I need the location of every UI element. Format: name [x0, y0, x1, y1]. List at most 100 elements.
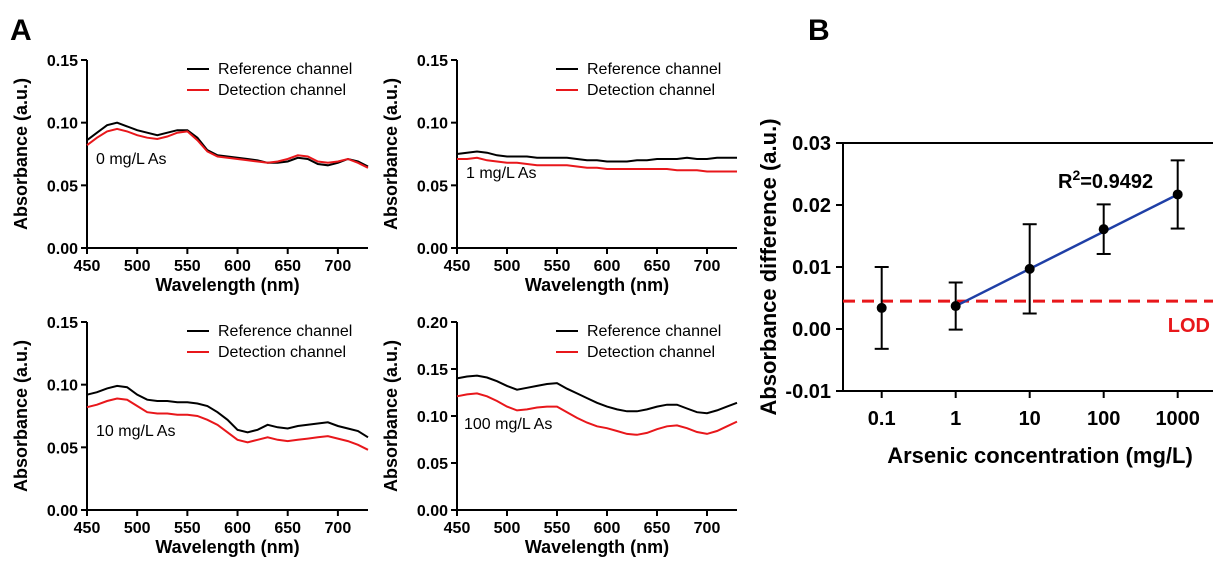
legend-label-reference: Reference channel: [587, 323, 721, 340]
y-tick-label: 0.05: [47, 440, 78, 457]
data-point: [1098, 224, 1109, 235]
y-tick-label: 0.10: [47, 378, 78, 395]
y-tick-label: 0.10: [417, 116, 448, 133]
y-tick-label: 0.15: [47, 53, 78, 70]
spectrum-chart-1: 0.00 0.05 0.10 0.15 450 500 550 600 650 700 Wavele…: [11, 53, 369, 295]
x-tick-label: 500: [124, 520, 151, 537]
x-tick-label: 650: [644, 520, 671, 537]
x-axis-title: Wavelength (nm): [525, 537, 669, 557]
y-tick-label: 0.20: [417, 315, 448, 332]
x-tick-label: 550: [174, 258, 201, 275]
y-tick-label: 0.15: [417, 362, 448, 379]
x-tick-label: 450: [74, 258, 101, 275]
series-line-reference: [86, 121, 369, 168]
x-tick-label: 450: [444, 258, 471, 275]
x-tick-label: 500: [494, 258, 521, 275]
x-tick-label: 600: [594, 258, 621, 275]
x-tick-label: 700: [325, 520, 352, 537]
series-line-detection: [456, 392, 738, 436]
data-point: [1172, 189, 1183, 200]
x-axis-title: Wavelength (nm): [155, 275, 299, 295]
y-tick-label: 0.10: [47, 116, 78, 133]
x-tick-label: 700: [694, 258, 721, 275]
panel-label-b: B: [808, 14, 830, 47]
y-tick-label: 0.05: [47, 178, 78, 195]
spectrum-chart-2: 0.00 0.05 0.10 0.15 450 500 550 600 650 700 Wavele…: [381, 53, 737, 295]
data-point: [950, 301, 961, 312]
x-tick-label: 550: [174, 520, 201, 537]
series-line-detection: [86, 397, 369, 451]
lod-label: LOD: [1168, 315, 1210, 337]
x-axis-title: Arsenic concentration (mg/L): [887, 443, 1193, 468]
y-axis-title: Absorbance (a.u.): [11, 78, 31, 230]
x-tick-label: 550: [544, 520, 571, 537]
r2-letter: R: [1058, 171, 1073, 193]
r2-label: R2=0.9492: [1058, 167, 1153, 193]
y-tick-label: 0.05: [417, 178, 448, 195]
x-tick-label: 600: [224, 258, 251, 275]
x-tick-label: 600: [594, 520, 621, 537]
series-line-detection: [86, 127, 369, 169]
y-tick-label: 0.00: [47, 241, 78, 258]
legend-label-detection: Detection channel: [218, 82, 346, 99]
x-tick-label: 650: [274, 520, 301, 537]
x-axis-title: Wavelength (nm): [155, 537, 299, 557]
series-line-reference: [456, 150, 737, 163]
y-tick-label: -0.01: [785, 381, 831, 403]
series-line-detection: [457, 156, 737, 173]
x-tick-label: 500: [494, 520, 521, 537]
y-tick-label: 0.05: [417, 456, 448, 473]
concentration-annotation: 0 mg/L As: [96, 151, 167, 168]
panel-label-a: A: [10, 14, 32, 47]
legend-label-reference: Reference channel: [218, 61, 352, 78]
x-tick-label: 650: [644, 258, 671, 275]
y-axis-title: Absorbance (a.u.): [381, 340, 401, 492]
y-axis-title: Absorbance (a.u.): [381, 78, 401, 230]
calibration-panel: -0.01 0.00 0.01 0.02 0.03 0.1 1 10 100 1000 Arseni…: [756, 118, 1213, 468]
y-tick-label: 0.01: [792, 257, 831, 279]
y-tick-label: 0.15: [417, 53, 448, 70]
spectrum-chart-3: 0.00 0.05 0.10 0.15 450 500 550 600 650 700 Wavele…: [11, 315, 369, 557]
y-tick-label: 0.00: [417, 503, 448, 520]
spectra-panels: 0.00 0.05 0.10 0.15 450 500 550 600 650 700 Wavele…: [11, 53, 738, 557]
x-axis-title: Wavelength (nm): [525, 275, 669, 295]
x-tick-label: 700: [694, 520, 721, 537]
y-axis-title: Absorbance (a.u.): [11, 340, 31, 492]
y-tick-label: 0.15: [47, 315, 78, 332]
x-tick-label: 550: [544, 258, 571, 275]
legend-label-detection: Detection channel: [587, 344, 715, 361]
y-axis-title: Absorbance difference (a.u.): [756, 118, 781, 415]
x-tick-label: 500: [124, 258, 151, 275]
x-tick-label: 10: [1019, 408, 1041, 430]
y-tick-label: 0.10: [417, 409, 448, 426]
x-tick-label: 1: [950, 408, 961, 430]
concentration-annotation: 1 mg/L As: [466, 165, 537, 182]
legend-label-detection: Detection channel: [587, 82, 715, 99]
concentration-annotation: 100 mg/L As: [464, 416, 552, 433]
x-tick-label: 100: [1087, 408, 1120, 430]
x-tick-label: 600: [224, 520, 251, 537]
legend-label-reference: Reference channel: [587, 61, 721, 78]
concentration-annotation: 10 mg/L As: [96, 423, 175, 440]
r2-superscript: 2: [1072, 167, 1080, 183]
x-tick-label: 450: [74, 520, 101, 537]
spectrum-chart-4: 0.00 0.05 0.10 0.15 0.20 450 500 550 600 650 700 Wa…: [381, 315, 738, 557]
data-point: [876, 302, 887, 313]
legend-label-detection: Detection channel: [218, 344, 346, 361]
fit-line: [955, 193, 1179, 308]
data-point: [1024, 263, 1035, 274]
x-tick-label: 1000: [1155, 408, 1200, 430]
y-tick-label: 0.03: [792, 133, 831, 155]
series-line-reference: [86, 384, 369, 439]
legend-label-reference: Reference channel: [218, 323, 352, 340]
r2-value: =0.9492: [1080, 171, 1153, 193]
y-tick-label: 0.00: [47, 503, 78, 520]
x-tick-label: 650: [274, 258, 301, 275]
x-tick-label: 450: [444, 520, 471, 537]
y-tick-label: 0.00: [792, 319, 831, 341]
y-tick-label: 0.02: [792, 195, 831, 217]
x-tick-label: 0.1: [868, 408, 896, 430]
x-tick-label: 700: [325, 258, 352, 275]
series-line-reference: [456, 374, 738, 415]
